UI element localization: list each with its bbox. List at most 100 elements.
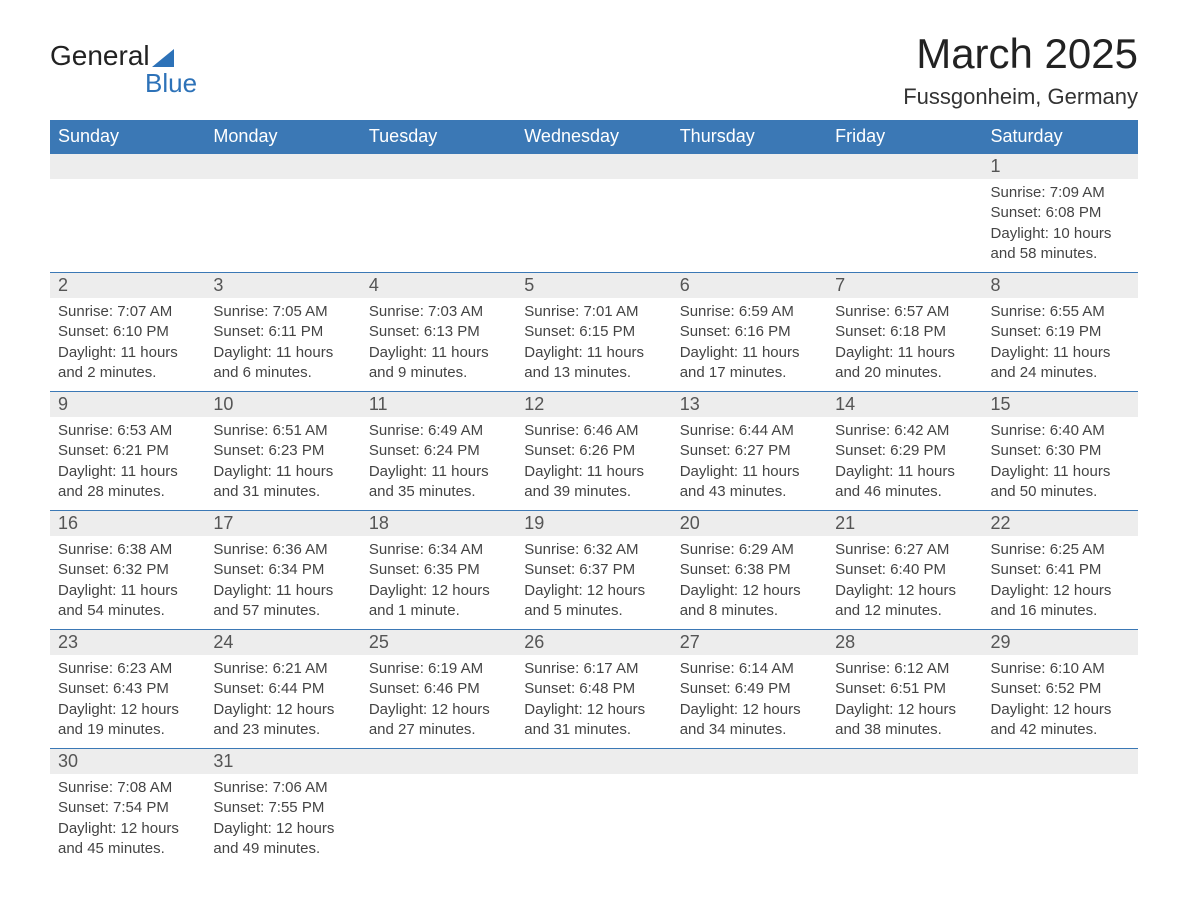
day-d2: and 12 minutes. [835, 601, 974, 621]
day-ss: Sunset: 6:38 PM [680, 560, 819, 580]
day-d1: Daylight: 12 hours [835, 700, 974, 720]
day-number: 20 [680, 513, 700, 533]
details-row: Sunrise: 6:38 AMSunset: 6:32 PM Daylight:… [50, 536, 1138, 630]
day-d1: Daylight: 12 hours [524, 700, 663, 720]
day-number-cell [516, 154, 671, 180]
day-ss: Sunset: 7:55 PM [213, 798, 352, 818]
day-number-cell: 16 [50, 511, 205, 537]
day-number: 19 [524, 513, 544, 533]
day-number-cell: 1 [983, 154, 1138, 180]
day-sr: Sunrise: 6:10 AM [991, 659, 1130, 679]
day-d2: and 2 minutes. [58, 363, 197, 383]
day-detail-cell: Sunrise: 6:34 AMSunset: 6:35 PMDaylight:… [361, 536, 516, 630]
day-number-cell: 4 [361, 273, 516, 299]
daynum-row: 16171819202122 [50, 511, 1138, 537]
day-ss: Sunset: 6:48 PM [524, 679, 663, 699]
day-ss: Sunset: 6:24 PM [369, 441, 508, 461]
day-d2: and 19 minutes. [58, 720, 197, 740]
day-d1: Daylight: 12 hours [524, 581, 663, 601]
day-detail-cell: Sunrise: 6:57 AMSunset: 6:18 PMDaylight:… [827, 298, 982, 392]
day-number: 4 [369, 275, 379, 295]
day-number: 21 [835, 513, 855, 533]
title-block: March 2025 Fussgonheim, Germany [903, 30, 1138, 110]
day-number-cell: 9 [50, 392, 205, 418]
day-detail-cell: Sunrise: 6:59 AMSunset: 6:16 PMDaylight:… [672, 298, 827, 392]
day-d2: and 24 minutes. [991, 363, 1130, 383]
day-detail-cell: Sunrise: 6:42 AMSunset: 6:29 PMDaylight:… [827, 417, 982, 511]
weekday-header-row: Sunday Monday Tuesday Wednesday Thursday… [50, 120, 1138, 154]
day-ss: Sunset: 6:35 PM [369, 560, 508, 580]
page-title: March 2025 [903, 30, 1138, 78]
day-ss: Sunset: 6:18 PM [835, 322, 974, 342]
day-d2: and 23 minutes. [213, 720, 352, 740]
day-d1: Daylight: 11 hours [58, 462, 197, 482]
day-number-cell: 23 [50, 630, 205, 656]
day-d2: and 35 minutes. [369, 482, 508, 502]
day-sr: Sunrise: 6:42 AM [835, 421, 974, 441]
page-subtitle: Fussgonheim, Germany [903, 84, 1138, 110]
day-sr: Sunrise: 6:38 AM [58, 540, 197, 560]
day-number-cell [50, 154, 205, 180]
day-d2: and 49 minutes. [213, 839, 352, 859]
day-sr: Sunrise: 6:12 AM [835, 659, 974, 679]
day-sr: Sunrise: 7:06 AM [213, 778, 352, 798]
day-detail-cell: Sunrise: 6:17 AMSunset: 6:48 PMDaylight:… [516, 655, 671, 749]
day-d1: Daylight: 12 hours [369, 700, 508, 720]
daynum-row: 2345678 [50, 273, 1138, 299]
day-number-cell: 27 [672, 630, 827, 656]
day-detail-cell: Sunrise: 6:23 AMSunset: 6:43 PMDaylight:… [50, 655, 205, 749]
day-d2: and 42 minutes. [991, 720, 1130, 740]
day-sr: Sunrise: 7:01 AM [524, 302, 663, 322]
day-d2: and 5 minutes. [524, 601, 663, 621]
day-detail-cell: Sunrise: 6:40 AMSunset: 6:30 PMDaylight:… [983, 417, 1138, 511]
weekday-header: Wednesday [516, 120, 671, 154]
day-ss: Sunset: 6:44 PM [213, 679, 352, 699]
day-number-cell: 10 [205, 392, 360, 418]
day-number-cell: 24 [205, 630, 360, 656]
day-sr: Sunrise: 6:19 AM [369, 659, 508, 679]
day-d2: and 8 minutes. [680, 601, 819, 621]
day-number: 14 [835, 394, 855, 414]
weekday-header: Monday [205, 120, 360, 154]
day-sr: Sunrise: 6:21 AM [213, 659, 352, 679]
day-ss: Sunset: 6:11 PM [213, 322, 352, 342]
day-number-cell: 19 [516, 511, 671, 537]
day-number-cell: 6 [672, 273, 827, 299]
day-ss: Sunset: 6:16 PM [680, 322, 819, 342]
day-ss: Sunset: 6:41 PM [991, 560, 1130, 580]
day-number-cell: 18 [361, 511, 516, 537]
day-d1: Daylight: 12 hours [835, 581, 974, 601]
day-number: 1 [991, 156, 1001, 176]
day-d2: and 27 minutes. [369, 720, 508, 740]
day-number-cell: 17 [205, 511, 360, 537]
day-d2: and 57 minutes. [213, 601, 352, 621]
day-number: 30 [58, 751, 78, 771]
day-d1: Daylight: 12 hours [991, 581, 1130, 601]
day-d2: and 6 minutes. [213, 363, 352, 383]
day-ss: Sunset: 6:52 PM [991, 679, 1130, 699]
day-ss: Sunset: 6:29 PM [835, 441, 974, 461]
day-ss: Sunset: 6:32 PM [58, 560, 197, 580]
day-d2: and 38 minutes. [835, 720, 974, 740]
day-detail-cell: Sunrise: 6:32 AMSunset: 6:37 PMDaylight:… [516, 536, 671, 630]
day-detail-cell: Sunrise: 6:46 AMSunset: 6:26 PMDaylight:… [516, 417, 671, 511]
day-ss: Sunset: 6:30 PM [991, 441, 1130, 461]
day-ss: Sunset: 6:51 PM [835, 679, 974, 699]
day-number-cell [361, 749, 516, 775]
day-sr: Sunrise: 6:49 AM [369, 421, 508, 441]
day-number: 31 [213, 751, 233, 771]
day-number-cell: 2 [50, 273, 205, 299]
day-detail-cell: Sunrise: 7:07 AMSunset: 6:10 PMDaylight:… [50, 298, 205, 392]
day-number: 28 [835, 632, 855, 652]
day-d2: and 46 minutes. [835, 482, 974, 502]
day-number-cell: 31 [205, 749, 360, 775]
day-detail-cell: Sunrise: 6:19 AMSunset: 6:46 PMDaylight:… [361, 655, 516, 749]
day-detail-cell [50, 179, 205, 273]
day-detail-cell: Sunrise: 6:53 AMSunset: 6:21 PMDaylight:… [50, 417, 205, 511]
day-detail-cell: Sunrise: 6:55 AMSunset: 6:19 PMDaylight:… [983, 298, 1138, 392]
day-detail-cell: Sunrise: 6:29 AMSunset: 6:38 PMDaylight:… [672, 536, 827, 630]
day-d1: Daylight: 11 hours [680, 462, 819, 482]
day-detail-cell: Sunrise: 6:36 AMSunset: 6:34 PMDaylight:… [205, 536, 360, 630]
day-sr: Sunrise: 7:08 AM [58, 778, 197, 798]
day-d1: Daylight: 11 hours [991, 343, 1130, 363]
